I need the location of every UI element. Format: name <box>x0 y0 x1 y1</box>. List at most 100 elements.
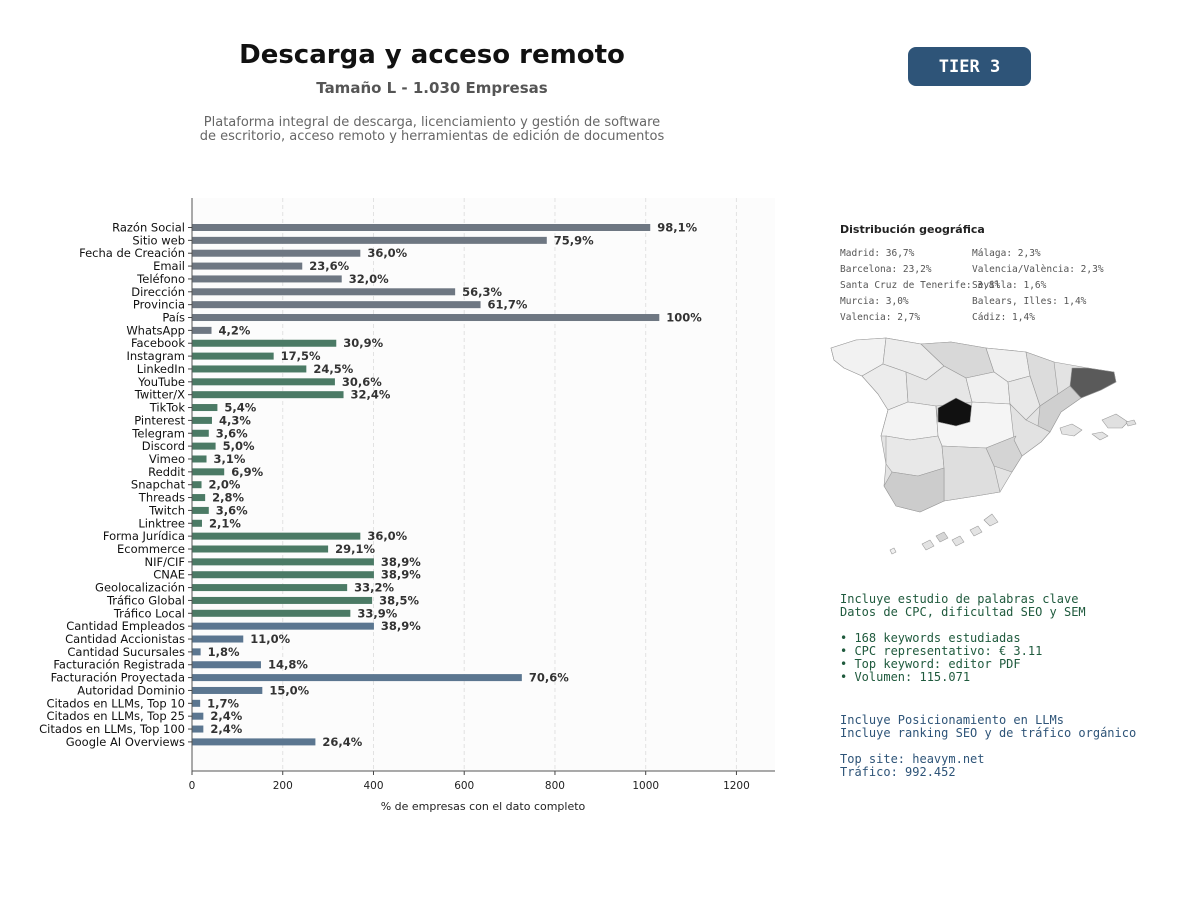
map-region <box>885 435 945 477</box>
x-tick-label: 1000 <box>632 780 659 792</box>
description-line-2: de escritorio, acceso remoto y herramien… <box>199 129 665 144</box>
data-label: 30,9% <box>343 336 383 350</box>
keywords-intro: Incluye estudio de palabras clave <box>840 592 1079 606</box>
map-region <box>983 513 999 527</box>
x-tick-label: 0 <box>189 780 196 792</box>
bar <box>192 468 225 476</box>
map-region <box>1125 419 1137 427</box>
map-region <box>935 531 949 543</box>
bar <box>192 571 374 579</box>
bar <box>192 262 303 270</box>
data-label: 1,8% <box>208 645 240 659</box>
category-label: Tráfico Global <box>106 593 185 607</box>
map-region <box>1007 375 1041 421</box>
geo-title: Distribución geográfica <box>840 223 985 236</box>
bar <box>192 584 348 592</box>
data-label: 6,9% <box>231 465 263 479</box>
bar <box>192 545 329 553</box>
data-label: 3,6% <box>216 426 248 440</box>
bar <box>192 712 204 720</box>
bar <box>192 635 244 643</box>
data-label: 38,9% <box>381 555 421 569</box>
bar-chart: 98,1% 75,9% 36,0% 23,6%32,0% 56,3%61,7% 100% 4… <box>39 198 775 813</box>
data-label: 29,1% <box>335 542 375 556</box>
top-site-traffic: Tráfico: 992.452 <box>840 765 956 779</box>
category-label: Citados en LLMs, Top 25 <box>46 709 185 723</box>
bar <box>192 609 351 617</box>
data-label: 2,4% <box>210 709 242 723</box>
data-label: 38,9% <box>381 568 421 582</box>
category-label: Sitio web <box>132 233 185 247</box>
category-label: Geolocalización <box>95 581 185 595</box>
category-label: Razón Social <box>112 221 185 235</box>
x-axis-label: % de empresas con el dato completo <box>381 800 586 813</box>
geo-item: Valencia/València: 2,3% <box>972 264 1104 275</box>
category-label: Twitter/X <box>134 388 185 402</box>
category-label: Citados en LLMs, Top 10 <box>46 696 185 710</box>
bar <box>192 455 207 463</box>
category-label: Autoridad Dominio <box>77 683 185 697</box>
category-label: Pinterest <box>134 413 185 427</box>
category-label: Dirección <box>131 285 185 299</box>
data-label: 4,2% <box>219 323 251 337</box>
bar <box>192 674 522 682</box>
category-label: Tráfico Local <box>113 606 185 620</box>
data-label: 23,6% <box>309 259 349 273</box>
bar <box>192 288 456 296</box>
category-label: Google AI Overviews <box>66 735 185 749</box>
data-label: 70,6% <box>529 671 569 685</box>
category-label: Cantidad Sucursales <box>67 645 185 659</box>
category-label: Fecha de Creación <box>79 246 185 260</box>
data-label: 3,6% <box>216 503 248 517</box>
geo-item: Cádiz: 1,4% <box>972 312 1035 323</box>
bars: 98,1% 75,9% 36,0% 23,6%32,0% 56,3%61,7% 100% 4… <box>192 221 702 749</box>
category-label: WhatsApp <box>126 323 185 337</box>
page-title: Descarga y acceso remoto <box>239 40 625 70</box>
category-label: Email <box>153 259 185 273</box>
category-label: Linktree <box>138 516 185 530</box>
data-label: 56,3% <box>462 285 502 299</box>
map-region <box>1059 423 1083 437</box>
tier-badge: TIER 3 <box>908 47 1031 86</box>
category-label: Ecommerce <box>117 542 185 556</box>
geo-item: Sevilla: 1,6% <box>972 280 1047 291</box>
bar <box>192 326 212 334</box>
bar <box>192 442 216 450</box>
data-label: 100% <box>666 311 702 325</box>
bar <box>192 378 335 386</box>
x-tick-label: 1200 <box>723 780 750 792</box>
keywords-data: Datos de CPC, dificultad SEO y SEM <box>840 605 1086 619</box>
bar <box>192 339 337 347</box>
data-label: 2,1% <box>209 516 241 530</box>
map-region <box>951 535 965 547</box>
category-label: Facturación Proyectada <box>51 671 185 685</box>
category-label: Reddit <box>148 465 185 479</box>
description-line-1: Plataforma integral de descarga, licenci… <box>203 115 661 130</box>
geo-item: Madrid: 36,7% <box>840 248 915 259</box>
geo-item: Murcia: 3,0% <box>840 296 909 307</box>
top-site: Top site: heavym.net <box>840 752 985 766</box>
map-region <box>969 525 983 537</box>
bar <box>192 224 651 231</box>
data-label: 61,7% <box>488 298 528 312</box>
data-label: 33,9% <box>357 606 397 620</box>
bar <box>192 416 212 424</box>
category-label: Threads <box>138 491 185 505</box>
llm-line: Incluye Posicionamiento en LLMs <box>840 713 1064 727</box>
data-label: 24,5% <box>313 362 353 376</box>
x-tick-label: 600 <box>454 780 474 792</box>
category-label: NIF/CIF <box>144 555 185 569</box>
map-region <box>883 467 945 513</box>
x-tick-label: 800 <box>545 780 565 792</box>
bar <box>192 404 218 412</box>
geo-item: Málaga: 2,3% <box>972 248 1041 259</box>
bar <box>192 686 263 694</box>
data-label: 36,0% <box>367 529 407 543</box>
map-region <box>1091 431 1109 441</box>
bar <box>192 249 361 257</box>
map-region <box>889 547 897 555</box>
category-label: Snapchat <box>131 478 186 492</box>
data-label: 26,4% <box>322 735 362 749</box>
category-label: Provincia <box>133 298 185 312</box>
